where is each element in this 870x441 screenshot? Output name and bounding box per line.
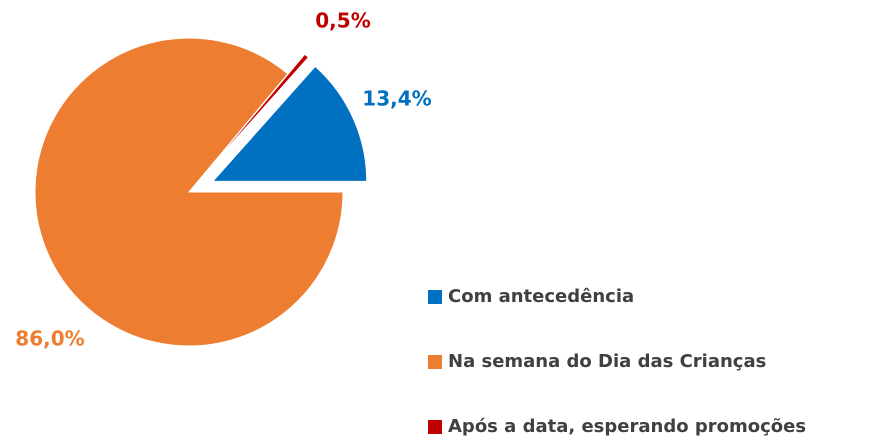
- pie-slice: [34, 37, 344, 347]
- legend-swatch: [428, 420, 442, 434]
- legend-swatch: [428, 355, 442, 369]
- data-label: 86,0%: [15, 327, 84, 351]
- legend-label: Com antecedência: [448, 286, 634, 307]
- data-label: 13,4%: [362, 87, 431, 111]
- legend-label: Após a data, esperando promoções: [448, 416, 806, 437]
- pie-slice: [205, 53, 310, 173]
- data-label: 0,5%: [315, 9, 370, 33]
- pie-slice: [211, 65, 368, 182]
- legend-swatch: [428, 290, 442, 304]
- legend-label: Na semana do Dia das Crianças: [448, 351, 766, 372]
